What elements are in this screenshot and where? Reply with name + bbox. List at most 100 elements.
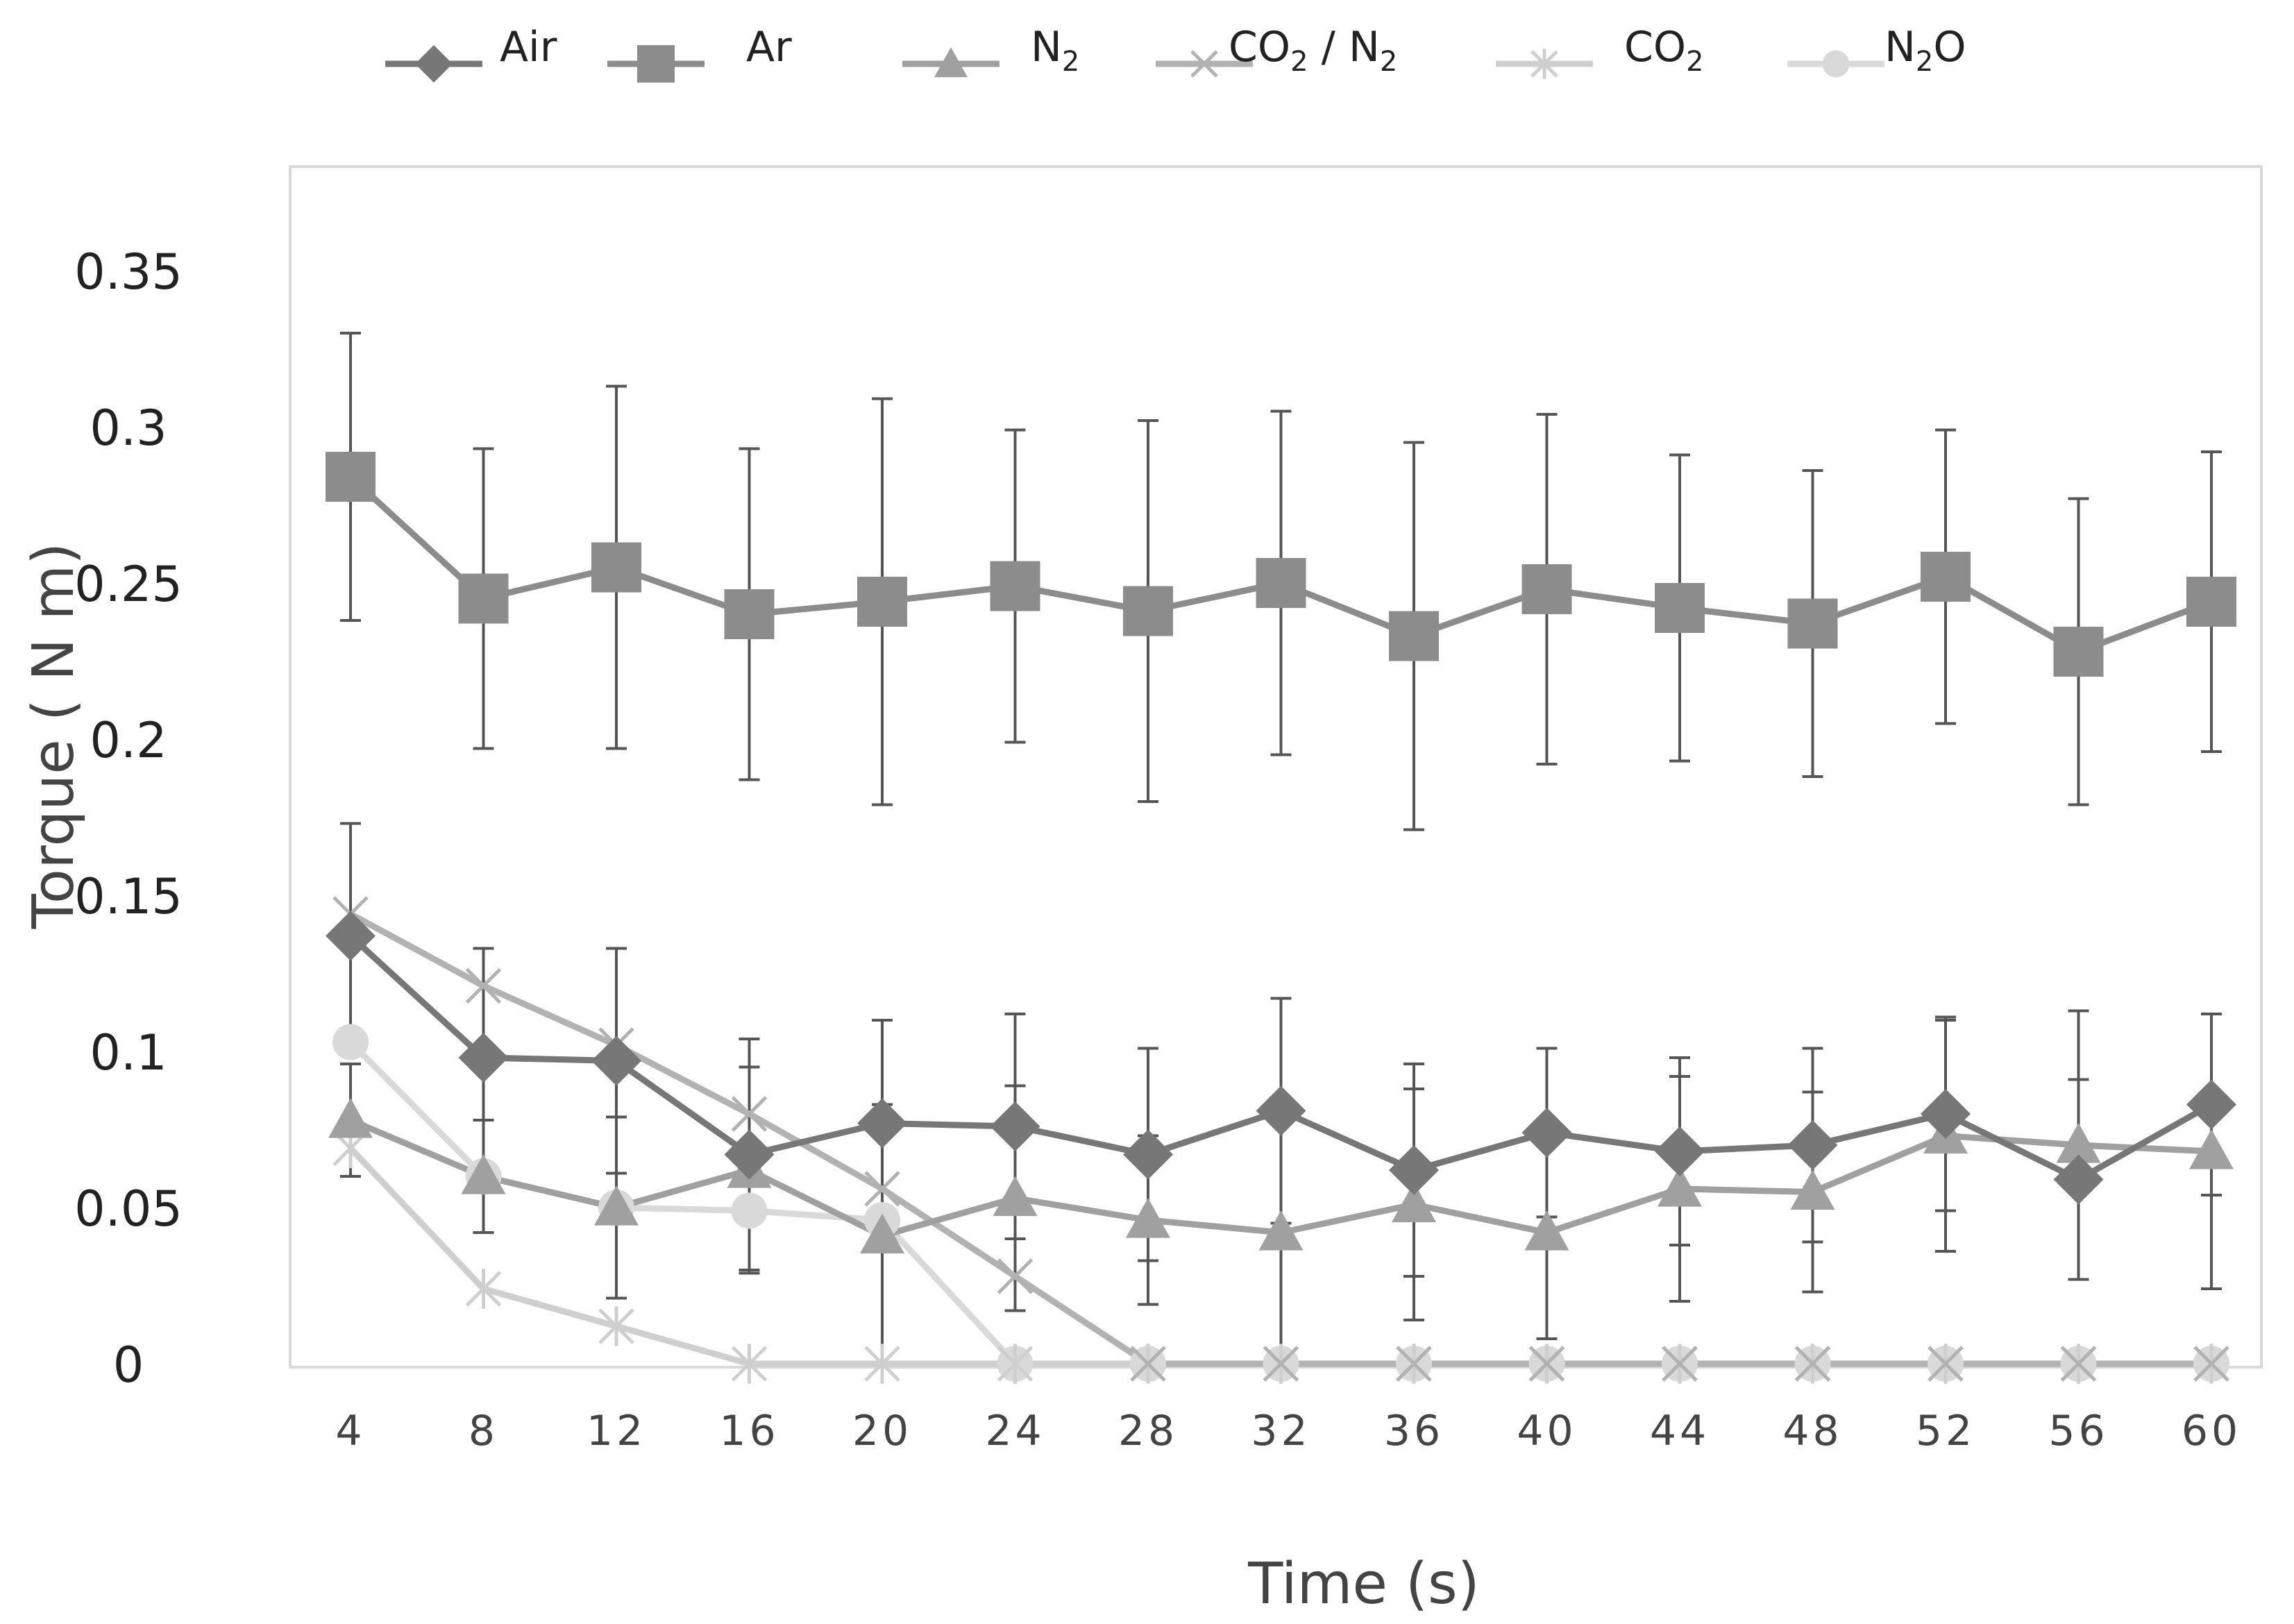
data-point	[1258, 1210, 1304, 1251]
data-point	[1123, 586, 1173, 636]
data-point	[993, 1176, 1038, 1217]
legend-item: Air	[385, 23, 557, 83]
legend-item: CO2 / N2	[1156, 23, 1397, 78]
x-tick-label: 56	[2048, 1407, 2108, 1455]
data-point	[860, 1213, 904, 1254]
data-point	[857, 1098, 907, 1149]
data-point	[1528, 1346, 1565, 1382]
data-point	[1263, 1346, 1299, 1382]
x-tick-label: 16	[719, 1407, 779, 1455]
legend-swatch-marker	[637, 45, 675, 83]
data-point	[1392, 1182, 1436, 1223]
y-tick-label: 0.2	[90, 712, 167, 769]
data-point	[2056, 1123, 2101, 1163]
data-point	[1130, 1346, 1166, 1382]
y-axis-title: Torque ( N m)	[21, 543, 87, 929]
x-tick-label: 32	[1251, 1407, 1310, 1455]
data-point	[1794, 1346, 1831, 1382]
data-point	[1126, 1198, 1170, 1238]
x-tick-label: 28	[1118, 1407, 1178, 1455]
x-tick-label: 44	[1650, 1407, 1710, 1455]
data-point	[326, 452, 376, 502]
data-point	[1921, 1089, 1971, 1139]
legend-item: N2O	[1787, 23, 1966, 78]
data-point	[990, 1101, 1040, 1151]
x-tick-label: 4	[335, 1407, 365, 1455]
data-point	[1521, 564, 1572, 614]
data-point	[731, 1096, 768, 1132]
x-tick-label: 24	[985, 1407, 1045, 1455]
data-point	[1389, 1145, 1439, 1195]
data-point	[997, 1258, 1034, 1294]
x-tick-label: 48	[1782, 1407, 1842, 1455]
data-point	[465, 967, 502, 1004]
legend-label: CO2 / N2	[1229, 23, 1397, 78]
data-point	[1787, 598, 1838, 649]
x-tick-label: 40	[1517, 1407, 1576, 1455]
data-point	[864, 1344, 900, 1384]
y-tick-label: 0.35	[74, 244, 183, 301]
data-point	[864, 1171, 900, 1207]
data-point	[990, 561, 1040, 611]
data-point	[1658, 1167, 1702, 1207]
y-tick-label: 0.3	[90, 400, 167, 457]
x-tick-label: 12	[587, 1407, 646, 1455]
data-point	[1396, 1346, 1432, 1382]
data-point	[591, 542, 641, 593]
data-point	[458, 1033, 509, 1083]
y-tick-label: 0.1	[90, 1024, 167, 1081]
data-point	[1787, 1120, 1838, 1170]
data-point	[1790, 1169, 1835, 1210]
x-tick-labels: 4 8 12 16 20 24 28 32 36 40 44 48 52 56 60	[335, 1407, 2241, 1455]
legend-swatch-marker	[1822, 50, 1850, 78]
data-point	[2053, 1154, 2104, 1205]
data-point	[724, 589, 775, 639]
data-point	[594, 1185, 639, 1226]
legend-swatch-marker	[934, 47, 968, 78]
data-point	[2060, 1346, 2097, 1382]
legend-label: Air	[500, 23, 557, 71]
data-point	[2186, 1079, 2236, 1130]
legend-item: N2	[902, 23, 1079, 78]
y-tick-label: 0.15	[74, 868, 183, 925]
legend-item: CO2	[1496, 23, 1704, 79]
data-point	[458, 573, 509, 624]
data-point	[2186, 577, 2236, 627]
legend-label: Ar	[746, 23, 792, 71]
data-point	[997, 1344, 1034, 1384]
data-point	[598, 1306, 634, 1346]
x-tick-label: 36	[1384, 1407, 1444, 1455]
legend-label: N2	[1031, 23, 1079, 78]
data-point	[1521, 1108, 1572, 1158]
legend-swatch-marker	[415, 45, 453, 83]
data-point	[1655, 1126, 1705, 1176]
data-point	[857, 577, 907, 627]
data-point	[724, 1129, 775, 1180]
data-point	[465, 1269, 502, 1309]
data-point	[1928, 1346, 1964, 1382]
x-tick-label: 52	[1916, 1407, 1975, 1455]
x-tick-label: 20	[852, 1407, 912, 1455]
y-tick-label: 0	[113, 1337, 144, 1394]
y-tick-label: 0.25	[74, 556, 183, 613]
data-point	[332, 1024, 369, 1060]
x-tick-label: 8	[469, 1407, 498, 1455]
data-point	[328, 1098, 373, 1138]
x-tick-label: 60	[2182, 1407, 2241, 1455]
data-point	[461, 1154, 506, 1194]
data-point	[731, 1192, 768, 1229]
legend-item: Ar	[607, 23, 792, 83]
legend-swatch-marker	[1530, 49, 1558, 79]
legend: Air Ar N2 CO2 / N2 CO2 N2O	[385, 23, 1966, 83]
legend-swatch-marker	[1190, 50, 1218, 78]
data-point	[2193, 1346, 2229, 1382]
data-point	[1256, 558, 1306, 608]
x-axis-title: Time (s)	[1247, 1551, 1479, 1617]
data-point	[1662, 1346, 1698, 1382]
data-point	[326, 911, 376, 961]
legend-label: N2O	[1884, 23, 1966, 78]
y-tick-labels: 0 0.05 0.1 0.15 0.2 0.25 0.3 0.35	[74, 244, 183, 1394]
plot-area-frame	[289, 165, 2263, 1369]
data-point	[1389, 611, 1439, 661]
